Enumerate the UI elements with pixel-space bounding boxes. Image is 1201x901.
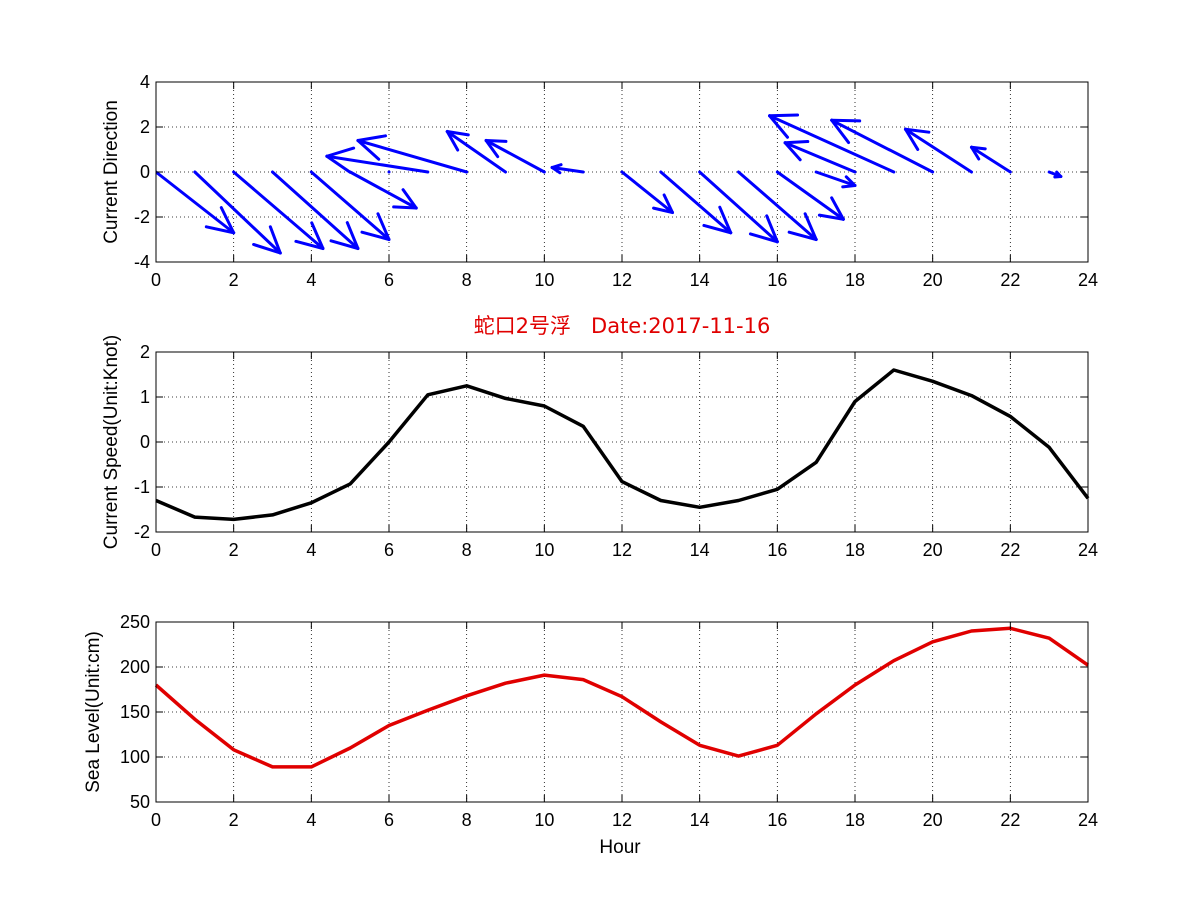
direction-arrow bbox=[775, 170, 845, 221]
sea-level-x-tick-label: 8 bbox=[462, 810, 472, 830]
sea-level-x-tick-label: 18 bbox=[845, 810, 865, 830]
sea-level-x-tick-label: 12 bbox=[612, 810, 632, 830]
sea-level-series bbox=[154, 626, 1089, 769]
speed-y-axis-label: Current Speed(Unit:Knot) bbox=[101, 335, 122, 549]
direction-arrow bbox=[1047, 170, 1063, 179]
speed-x-tick-label: 12 bbox=[612, 540, 632, 560]
sea-level-y-tick-label: 150 bbox=[120, 702, 150, 722]
sea-level-x-tick-label: 0 bbox=[151, 810, 161, 830]
speed-series bbox=[155, 368, 1090, 522]
sea-level-grid bbox=[156, 622, 1088, 802]
speed-x-tick-label: 8 bbox=[462, 540, 472, 560]
speed-y-tick-label: -1 bbox=[134, 477, 150, 497]
direction-arrow bbox=[659, 170, 733, 235]
sea-level-line bbox=[154, 626, 1089, 769]
sea-level-x-tick-label: 22 bbox=[1000, 810, 1020, 830]
direction-arrow bbox=[550, 163, 585, 175]
sea-level-x-tick-label: 6 bbox=[384, 810, 394, 830]
direction-y-tick-label: 4 bbox=[140, 72, 150, 92]
direction-x-tick-label: 8 bbox=[462, 270, 472, 290]
speed-x-tick-label: 14 bbox=[690, 540, 710, 560]
direction-arrow bbox=[387, 170, 391, 174]
sea-level-x-tick-label: 14 bbox=[690, 810, 710, 830]
direction-x-tick-label: 22 bbox=[1000, 270, 1020, 290]
speed-x-tick-label: 6 bbox=[384, 540, 394, 560]
direction-arrow bbox=[232, 170, 325, 250]
sea-level-x-tick-label: 10 bbox=[534, 810, 554, 830]
direction-y-tick-label: -4 bbox=[134, 252, 150, 272]
direction-arrow bbox=[970, 145, 1012, 174]
direction-x-tick-label: 20 bbox=[923, 270, 943, 290]
direction-arrow bbox=[783, 140, 857, 174]
direction-x-tick-label: 24 bbox=[1078, 270, 1098, 290]
speed-x-tick-label: 20 bbox=[923, 540, 943, 560]
sea-level-x-tick-label: 4 bbox=[306, 810, 316, 830]
sea-level-x-tick-label: 2 bbox=[229, 810, 239, 830]
speed-x-tick-label: 16 bbox=[767, 540, 787, 560]
sea-level-y-tick-label: 250 bbox=[120, 612, 150, 632]
sea-level-x-tick-label: 16 bbox=[767, 810, 787, 830]
direction-arrow bbox=[325, 146, 430, 174]
direction-x-tick-label: 2 bbox=[229, 270, 239, 290]
speed-y-tick-label: -2 bbox=[134, 522, 150, 542]
direction-y-tick-label: -2 bbox=[134, 207, 150, 227]
direction-x-tick-label: 4 bbox=[306, 270, 316, 290]
direction-arrow bbox=[814, 170, 857, 189]
direction-arrow bbox=[484, 139, 546, 174]
direction-arrow bbox=[445, 130, 507, 174]
sea-level-y-tick-label: 100 bbox=[120, 747, 150, 767]
direction-arrow bbox=[356, 134, 469, 174]
direction-y-tick-label: 0 bbox=[140, 162, 150, 182]
direction-x-tick-label: 6 bbox=[384, 270, 394, 290]
direction-arrow bbox=[698, 170, 779, 244]
speed-x-tick-label: 2 bbox=[229, 540, 239, 560]
direction-x-tick-label: 18 bbox=[845, 270, 865, 290]
direction-x-tick-label: 16 bbox=[767, 270, 787, 290]
speed-x-tick-label: 22 bbox=[1000, 540, 1020, 560]
speed-x-tick-label: 24 bbox=[1078, 540, 1098, 560]
direction-arrow bbox=[156, 170, 236, 235]
speed-x-tick-label: 0 bbox=[151, 540, 161, 560]
x-axis-label: Hour bbox=[599, 837, 641, 858]
chart-title: 蛇口2号浮 Date:2017-11-16 bbox=[474, 314, 771, 338]
direction-arrow bbox=[620, 170, 674, 214]
direction-arrow bbox=[271, 170, 360, 250]
speed-x-tick-label: 4 bbox=[306, 540, 316, 560]
speed-x-tick-label: 18 bbox=[845, 540, 865, 560]
sea-level-x-tick-label: 20 bbox=[923, 810, 943, 830]
direction-x-tick-label: 12 bbox=[612, 270, 632, 290]
speed-y-tick-label: 0 bbox=[140, 432, 150, 452]
sea-level-y-axis-label: Sea Level(Unit:cm) bbox=[83, 631, 104, 793]
direction-x-tick-label: 0 bbox=[151, 270, 161, 290]
sea-level-x-tick-label: 24 bbox=[1078, 810, 1098, 830]
speed-y-tick-label: 2 bbox=[140, 342, 150, 362]
direction-arrow bbox=[830, 118, 935, 174]
direction-x-tick-label: 14 bbox=[690, 270, 710, 290]
direction-arrow bbox=[768, 113, 896, 174]
speed-y-tick-label: 1 bbox=[140, 387, 150, 407]
direction-arrow bbox=[737, 170, 818, 241]
speed-x-tick-label: 10 bbox=[534, 540, 554, 560]
direction-arrow bbox=[348, 170, 418, 210]
sea-level-y-tick-label: 50 bbox=[130, 792, 150, 812]
direction-y-tick-label: 2 bbox=[140, 117, 150, 137]
direction-arrow bbox=[903, 127, 973, 174]
direction-arrow bbox=[193, 170, 282, 255]
speed-line bbox=[155, 368, 1090, 522]
direction-vectors bbox=[156, 113, 1063, 255]
direction-x-tick-label: 10 bbox=[534, 270, 554, 290]
speed-grid bbox=[156, 352, 1088, 532]
direction-y-axis-label: Current Direction bbox=[101, 100, 122, 244]
direction-arrow bbox=[309, 170, 391, 241]
sea-level-y-tick-label: 200 bbox=[120, 657, 150, 677]
